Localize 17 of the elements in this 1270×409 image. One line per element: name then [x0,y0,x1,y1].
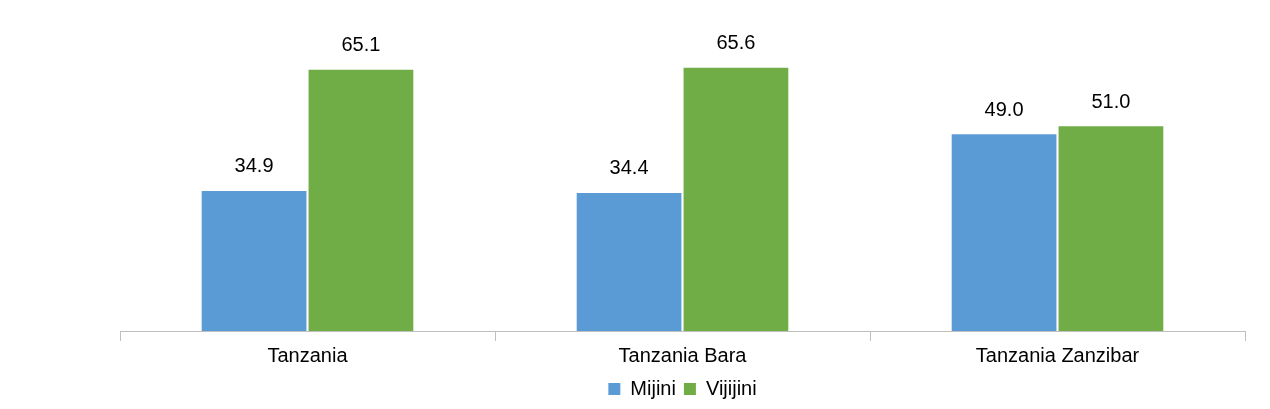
bar [201,190,307,331]
legend-label: Mijini [630,376,676,399]
bar [576,192,682,331]
bar [683,67,789,331]
bar [1058,126,1164,331]
data-label: 34.4 [609,156,649,179]
data-label: 34.9 [234,154,274,177]
x-tick-label: Tanzania Bara [618,343,748,366]
bar [951,134,1057,331]
data-label: 51.0 [1091,89,1131,112]
data-label: 49.0 [984,97,1024,120]
data-label: 65.1 [341,33,381,56]
x-tick-label: Tanzania Zanzibar [975,343,1140,366]
x-tick-label: Tanzania [267,343,349,366]
legend-label: Vijijini [705,376,757,399]
bar [308,69,414,331]
data-label: 65.6 [716,31,756,54]
